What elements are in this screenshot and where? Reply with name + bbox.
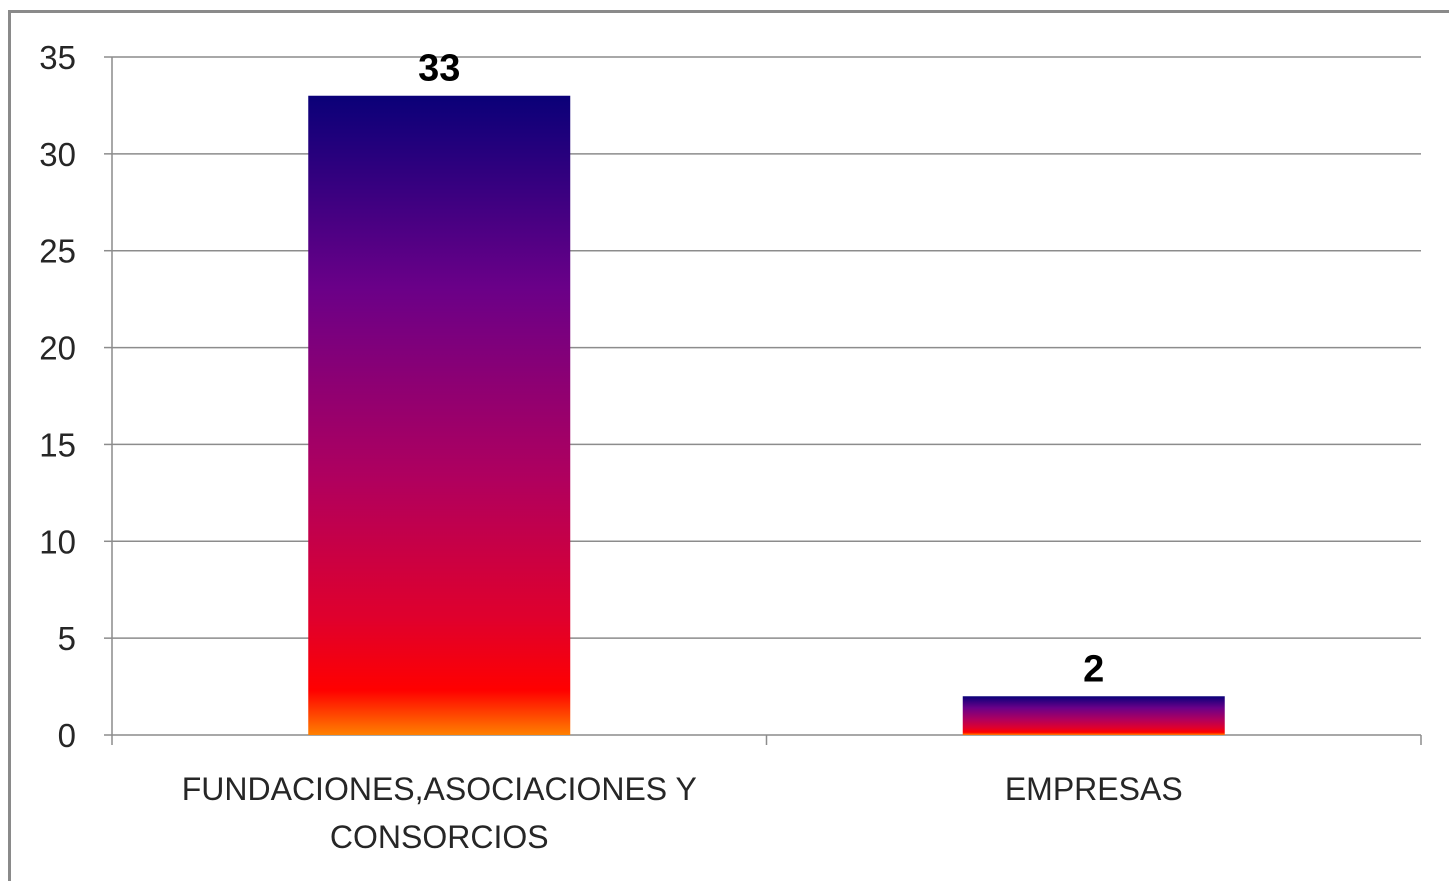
chart-frame [8, 10, 1449, 881]
y-tick-label: 20 [39, 330, 76, 367]
y-tick-label: 35 [39, 39, 76, 76]
y-tick-label: 30 [39, 136, 76, 173]
bars [308, 95, 1225, 735]
y-tick-label: 25 [39, 233, 76, 270]
data-label: 33 [418, 48, 460, 90]
y-tick-label: 15 [39, 426, 76, 463]
data-labels: 33 2 [418, 48, 1104, 691]
bar [308, 95, 571, 735]
gridlines [104, 56, 1421, 736]
category-label: CONSORCIOS [330, 819, 549, 855]
category-label: EMPRESAS [1005, 771, 1183, 807]
category-label: FUNDACIONES,ASOCIACIONES Y [182, 771, 697, 807]
data-label: 2 [1083, 648, 1104, 690]
y-tick-label: 10 [39, 523, 76, 560]
y-tick-label: 0 [58, 717, 76, 754]
category-labels: FUNDACIONES,ASOCIACIONES Y CONSORCIOS EMPR… [182, 771, 1183, 855]
y-tick-label: 5 [58, 620, 76, 657]
y-tick-labels: 0 5 10 15 20 25 30 35 [39, 39, 76, 754]
bar [962, 696, 1225, 735]
